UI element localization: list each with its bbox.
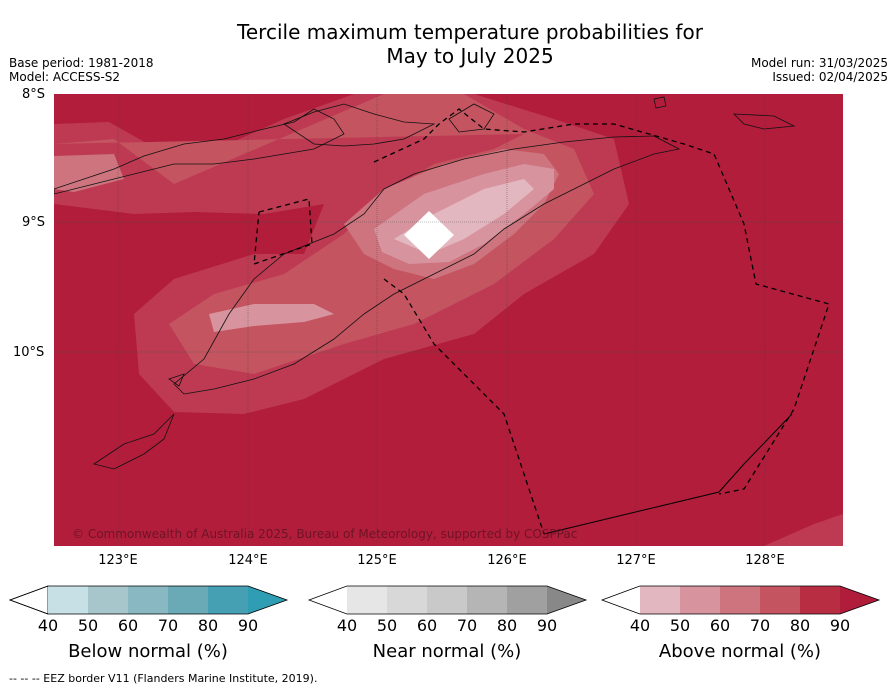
cb-near-tick-0: 40	[337, 616, 357, 635]
lon-label-128e: 128°E	[745, 553, 785, 568]
cb-near-tick-1: 50	[377, 616, 397, 635]
map-canvas: © Commonwealth of Australia 2025, Bureau…	[54, 94, 843, 546]
cb-below-swatch-0	[48, 586, 88, 614]
copyright-text: © Commonwealth of Australia 2025, Bureau…	[72, 527, 577, 541]
cb-above-swatch-4	[800, 586, 840, 614]
colorbar-above-normal: 40 50 60 70 80 90 Above normal (%)	[600, 585, 881, 662]
cb-below-tick-2: 60	[118, 616, 138, 635]
cb-below-tick-5: 90	[238, 616, 258, 635]
cb-near-tick-5: 90	[537, 616, 557, 635]
cb-near-title: Near normal (%)	[373, 641, 522, 662]
graticule	[54, 94, 843, 546]
sumba-rote-coastline	[93, 413, 175, 470]
cb-below-tick-4: 80	[198, 616, 218, 635]
cb-above-swatch-5	[840, 586, 879, 614]
cb-above-swatch-2	[720, 586, 760, 614]
model-run: Model run: 31/03/2025	[750, 56, 888, 70]
cb-near-tick-4: 80	[497, 616, 517, 635]
cb-below-tick-3: 70	[158, 616, 178, 635]
map-title: Tercile maximum temperature probabilitie…	[0, 20, 896, 68]
cb-below-swatch-5	[248, 586, 287, 614]
eez-solid-border	[543, 413, 793, 535]
cb-near-swatch-4	[507, 586, 547, 614]
cb-near-swatch-2	[427, 586, 467, 614]
cb-near-swatch-5	[547, 586, 586, 614]
lon-label-124e: 124°E	[228, 553, 268, 568]
cb-below-title: Below normal (%)	[68, 641, 228, 662]
title-line-2: May to July 2025	[386, 44, 554, 68]
title-line-1: Tercile maximum temperature probabilitie…	[237, 20, 703, 44]
cb-below-swatch-3	[168, 586, 208, 614]
lat-label-8s: 8°S	[22, 87, 46, 102]
lon-label-125e: 125°E	[357, 553, 397, 568]
colorbar-near-normal: 40 50 60 70 80 90 Near normal (%)	[307, 585, 588, 662]
cb-above-tick-4: 80	[790, 616, 810, 635]
cb-above-tick-2: 60	[710, 616, 730, 635]
cb-above-tick-3: 70	[750, 616, 770, 635]
probability-contours	[54, 94, 843, 546]
model-name: Model: ACCESS-S2	[9, 70, 121, 84]
cb-above-swatch-1	[680, 586, 720, 614]
lon-label-127e: 127°E	[616, 553, 656, 568]
issued-date: Issued: 02/04/2025	[772, 70, 888, 84]
eez-border	[253, 108, 830, 535]
coastlines	[54, 96, 796, 470]
lat-label-10s: 10°S	[13, 345, 45, 360]
colorbar-below-normal: 40 50 60 70 80 90 Below normal (%)	[8, 585, 289, 662]
cb-near-swatch-3	[467, 586, 507, 614]
lat-label-9s: 9°S	[22, 215, 46, 230]
cb-near-tick-2: 60	[417, 616, 437, 635]
lon-label-123e: 123°E	[98, 553, 138, 568]
meta-right: Model run: 31/03/2025 Issued: 02/04/2025	[751, 56, 888, 84]
cb-above-tick-1: 50	[670, 616, 690, 635]
alor-coastline	[283, 103, 436, 147]
cb-above-tick-5: 90	[830, 616, 850, 635]
cb-above-swatch-3	[760, 586, 800, 614]
cb-near-swatch-1	[387, 586, 427, 614]
cb-below-swatch-2	[128, 586, 168, 614]
cb-above-title: Above normal (%)	[659, 641, 821, 662]
cb-below-swatch-1	[88, 586, 128, 614]
cb-above-tick-0: 40	[630, 616, 650, 635]
colorbars: 40 50 60 70 80 90 Below normal (%) 40 50…	[8, 585, 881, 662]
eez-legend-footer: -- -- -- EEZ border V11 (Flanders Marine…	[9, 672, 318, 685]
timor-coastline	[173, 135, 681, 395]
flores-coastline	[54, 108, 345, 195]
cb-near-tick-3: 70	[457, 616, 477, 635]
cb-above-swatch-0	[640, 586, 680, 614]
base-period: Base period: 1981-2018	[9, 56, 154, 70]
wetar-coastline	[448, 103, 495, 133]
cb-below-tick-0: 40	[38, 616, 58, 635]
cb-near-swatch-0	[347, 586, 387, 614]
lon-label-126e: 126°E	[487, 553, 527, 568]
cb-below-tick-1: 50	[78, 616, 98, 635]
meta-left: Base period: 1981-2018 Model: ACCESS-S2	[9, 56, 154, 84]
cb-below-swatch-4	[208, 586, 248, 614]
masked-cell	[404, 211, 454, 259]
